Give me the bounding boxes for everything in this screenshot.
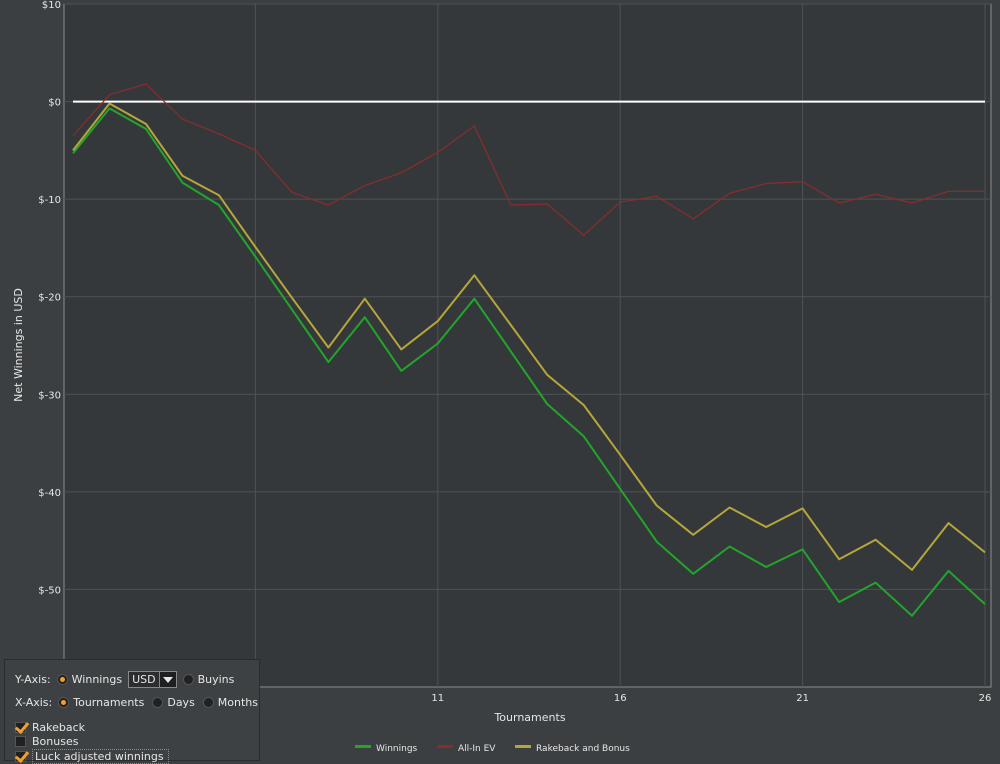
series-line-rakeback-and-bonus <box>72 102 986 571</box>
y-tick-label: $-10 <box>38 195 61 206</box>
legend-label: All-In EV <box>458 744 496 754</box>
checkbox-bonuses-row[interactable]: Bonuses <box>15 735 78 748</box>
legend-swatch <box>515 745 531 748</box>
radio-days-label[interactable]: Days <box>167 696 195 709</box>
legend-swatch <box>355 745 371 748</box>
radio-months-label[interactable]: Months <box>217 696 259 709</box>
radio-tournaments[interactable] <box>58 697 70 708</box>
y-tick-label: $-50 <box>38 585 61 596</box>
y-tick-label: $-20 <box>38 293 61 304</box>
checkbox-luck-adjusted[interactable] <box>15 751 26 762</box>
chevron-down-icon[interactable] <box>158 672 176 687</box>
y-axis-row: Y-Axis: Winnings USD Buyins <box>15 671 242 688</box>
currency-select[interactable]: USD <box>128 671 177 688</box>
series-layer <box>72 83 986 617</box>
radio-days[interactable] <box>152 697 164 708</box>
checkbox-rakeback-label[interactable]: Rakeback <box>32 721 86 734</box>
y-axis-ticks: $10 $0 $-10 $-20 $-30 $-40 $-50 <box>38 0 61 596</box>
x-axis-ticks: 11 16 21 26 <box>431 693 991 704</box>
plot-area <box>63 3 992 688</box>
radio-months[interactable] <box>202 697 214 708</box>
y-axis-title: Net Winnings in USD <box>12 288 25 402</box>
chart-controls-panel: Y-Axis: Winnings USD Buyins X-Axis: Tour… <box>4 659 260 764</box>
y-tick-label: $0 <box>48 98 61 109</box>
x-axis-title: Tournaments <box>493 711 565 724</box>
checkbox-bonuses[interactable] <box>15 736 26 747</box>
x-tick-label: 26 <box>979 693 992 704</box>
legend-label: Winnings <box>376 744 418 754</box>
radio-buyins[interactable] <box>182 674 194 685</box>
checkbox-rakeback-row[interactable]: Rakeback <box>15 721 85 734</box>
x-axis-label: X-Axis: <box>15 696 53 709</box>
radio-winnings[interactable] <box>56 674 68 685</box>
checkbox-bonuses-label[interactable]: Bonuses <box>32 735 79 748</box>
x-axis-row: X-Axis: Tournaments Days Months <box>15 696 266 709</box>
y-tick-label: $-30 <box>38 390 61 401</box>
y-tick-label: $-40 <box>38 488 61 499</box>
radio-winnings-label[interactable]: Winnings <box>71 673 123 686</box>
currency-value: USD <box>132 673 156 686</box>
checkbox-rakeback[interactable] <box>15 722 26 733</box>
x-tick-label: 21 <box>796 693 809 704</box>
radio-tournaments-label[interactable]: Tournaments <box>73 696 145 709</box>
y-tick-label: $10 <box>42 0 61 11</box>
checkbox-luck-row[interactable]: Luck adjusted winnings <box>15 749 169 764</box>
series-line-winnings <box>72 107 986 617</box>
legend-swatch <box>437 745 453 748</box>
checkbox-luck-adjusted-label[interactable]: Luck adjusted winnings <box>32 749 169 764</box>
series-line-all-in-ev <box>72 83 985 236</box>
legend-label: Rakeback and Bonus <box>536 744 630 754</box>
x-tick-label: 16 <box>614 693 627 704</box>
x-tick-label: 11 <box>431 693 444 704</box>
y-axis-label: Y-Axis: <box>15 673 51 686</box>
radio-buyins-label[interactable]: Buyins <box>197 673 235 686</box>
legend: Winnings All-In EV Rakeback and Bonus <box>355 744 630 754</box>
